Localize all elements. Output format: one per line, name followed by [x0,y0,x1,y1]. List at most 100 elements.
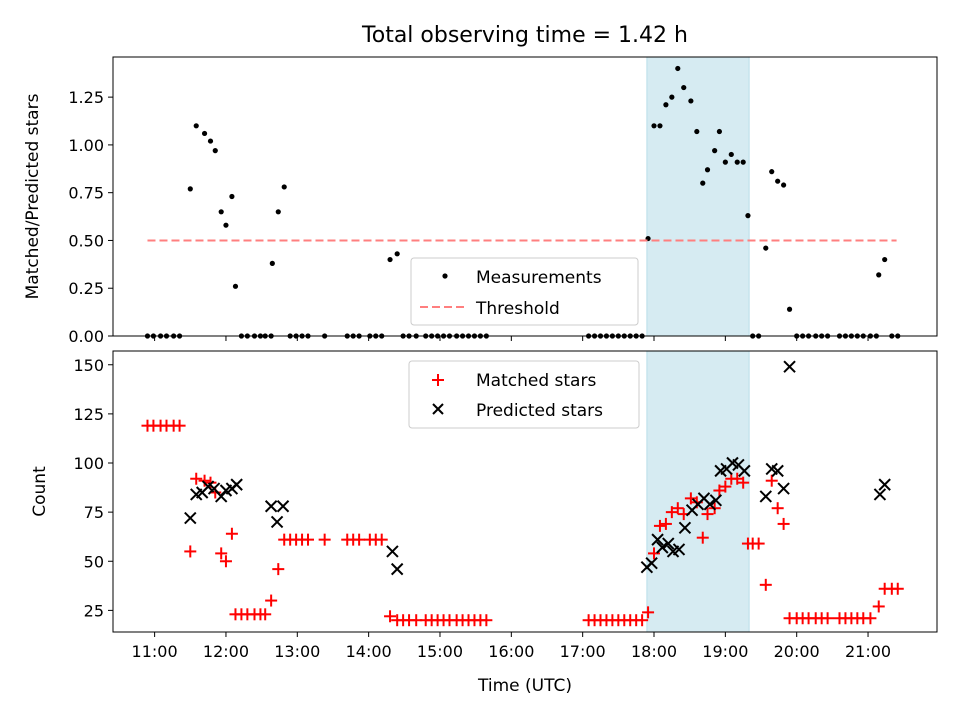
matched-star-point [752,537,765,550]
ratio-y-axis: 0.00 0.25 0.50 0.75 1.00 1.25 [68,88,113,346]
y-tick-label: 125 [73,405,104,424]
measurement-point [269,260,275,266]
measurement-point [657,123,663,129]
measurement-point [275,209,281,215]
matched-star-point [737,476,750,489]
matched-star-point [204,476,217,489]
predicted-star-point [276,500,290,513]
chart-title: Total observing time = 1.42 h [361,23,688,48]
matched-star-point [636,614,649,627]
matched-star-point [872,600,885,613]
matched-star-point [190,472,203,485]
measurement-point [740,159,746,165]
matched-star-point [671,502,684,515]
y-tick-label: 0.25 [68,279,104,298]
legend-label-predicted: Predicted stars [476,401,603,421]
measurement-point [728,151,734,158]
matched-star-point [696,531,709,544]
matched-star-point [318,533,331,546]
predicted-star-point [230,478,243,491]
predicted-star-point [678,521,692,535]
predicted-star-point [771,464,784,478]
ratio-legend[interactable]: Measurements Threshold [410,257,639,326]
x-tick-label: 15:00 [417,642,463,661]
x-axis-label: Time (UTC) [477,676,572,696]
predicted-star-point [656,541,669,554]
x-tick-label: 13:00 [274,642,320,661]
measurement-point [232,283,239,289]
x-tick-label: 20:00 [774,642,820,661]
matched-star-point [864,612,877,625]
y-tick-label: 1.25 [68,88,104,107]
measurement-point [229,193,235,200]
predicted-star-point [709,494,723,507]
x-tick-label: 18:00 [631,642,677,661]
predicted-star-point [184,511,197,525]
matched-star-point [259,608,272,621]
measurement-point [786,306,793,312]
measurement-point [688,98,694,104]
matched-star-point [184,545,197,558]
y-tick-label: 0.75 [68,184,104,203]
matched-star-point [353,533,366,546]
legend-box [410,257,639,326]
matched-star-point [659,517,672,530]
matched-star-point [375,533,388,546]
matched-star-point [653,519,666,532]
predicted-star-point [390,562,404,576]
y-tick-label: 50 [84,552,104,571]
matched-star-point [480,614,493,627]
measurement-point [651,123,657,129]
measurement-point [223,222,229,228]
count-y-label: Count [30,466,50,517]
y-tick-label: 1.00 [68,136,104,155]
y-tick-label: 150 [73,356,104,375]
predicted-star-point [738,464,751,478]
matched-star-point [384,610,397,623]
x-tick-label: 17:00 [560,642,606,661]
measurement-point [769,169,775,175]
predicted-star-point [662,537,675,550]
measurement-point [193,123,199,129]
measurement-point [876,272,882,278]
matched-star-point [265,594,278,607]
legend-marker-measurements [442,273,448,279]
count-legend[interactable]: Matched stars Predicted stars [408,360,640,429]
predicted-star-point [878,478,891,491]
measurement-point [207,138,214,144]
x-tick-label: 11:00 [132,642,178,661]
x-tick-label: 12:00 [203,642,249,661]
predicted-star-point [386,545,399,558]
x-tick-label: 19:00 [702,642,748,661]
predicted-star-point [672,543,686,556]
measurement-point [281,184,287,190]
count-x-axis: 11:00 12:00 13:00 14:00 15:00 16:00 17:00 18:00… [132,632,891,661]
measurement-point [675,65,681,72]
predicted-star-point [270,515,284,529]
measurement-point [187,186,193,192]
matched-star-point [891,582,904,595]
legend-label-threshold: Threshold [475,299,560,319]
matched-star-point [225,527,238,540]
measurement-point [394,251,400,257]
observing-window-band [646,56,750,337]
matched-star-point [219,555,232,568]
ratio-x-ticks [154,336,869,341]
ratio-panel: 0.00 0.25 0.50 0.75 1.00 1.25 Matched/Predict… [23,56,938,346]
matched-star-point [759,578,772,591]
matched-star-point [821,612,834,625]
measurement-point [218,209,224,215]
y-tick-label: 75 [84,503,104,522]
measurement-point [681,84,687,91]
count-panel: 25 50 75 100 125 150 11:00 12:00 13:00 14:00 15:0… [30,350,938,661]
ratio-plot-frame [112,56,938,337]
measurement-point [700,180,706,186]
predicted-star-point [651,533,664,546]
predicted-star-point [777,482,790,495]
x-tick-label: 21:00 [845,642,891,661]
count-y-axis: 25 50 75 100 125 150 [73,356,113,620]
y-tick-label: 0.50 [68,231,104,250]
measurement-point [781,182,787,188]
matched-star-point [272,563,285,576]
